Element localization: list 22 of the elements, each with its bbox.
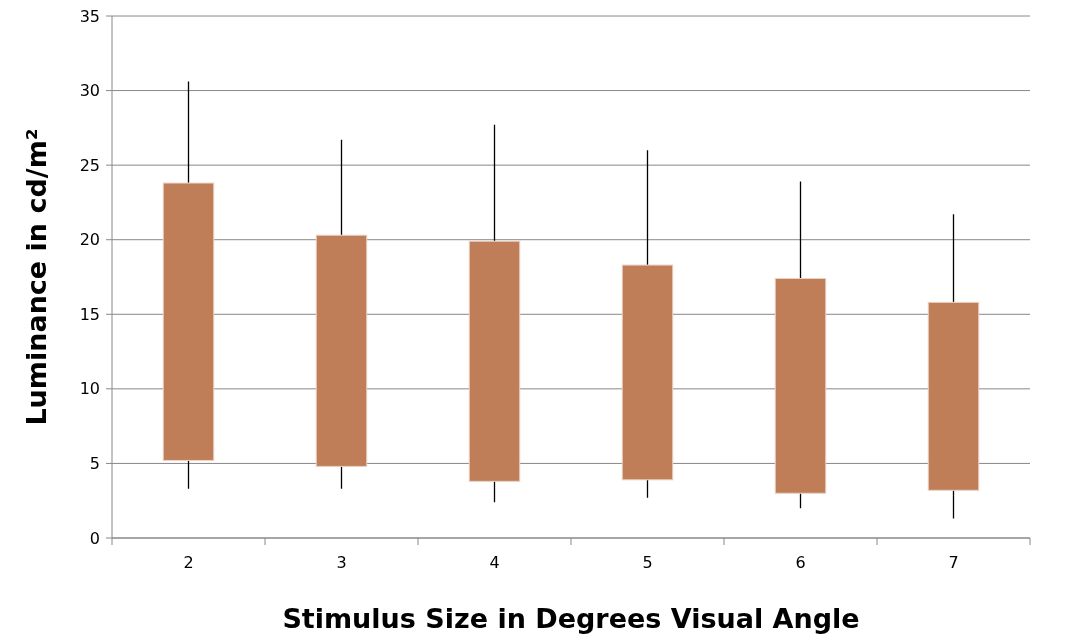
y-tick-label: 15 — [79, 304, 100, 324]
x-tick-label: 4 — [489, 553, 500, 572]
y-tick-label: 10 — [79, 379, 100, 399]
x-tick-label: 2 — [183, 553, 194, 572]
candlestick — [315, 139, 368, 490]
y-axis-title: Luminance in cd/m² — [21, 128, 52, 426]
x-tick-label: 7 — [948, 553, 959, 572]
y-tick-label: 25 — [79, 155, 100, 175]
candlestick — [927, 213, 980, 520]
candlestick — [774, 180, 827, 509]
x-tick-label: 6 — [795, 553, 806, 572]
candlestick — [468, 124, 521, 503]
x-tick-label: 3 — [336, 553, 347, 572]
y-tick-label: 20 — [79, 230, 100, 250]
y-tick-label: 5 — [89, 454, 100, 474]
y-tick-label: 30 — [79, 81, 100, 101]
x-axis-title: Stimulus Size in Degrees Visual Angle — [282, 603, 860, 634]
y-tick-label: 35 — [79, 6, 100, 26]
candlestick — [162, 80, 215, 490]
y-tick-label: 0 — [89, 528, 100, 548]
candlestick — [621, 149, 674, 499]
x-tick-label: 5 — [642, 553, 653, 572]
